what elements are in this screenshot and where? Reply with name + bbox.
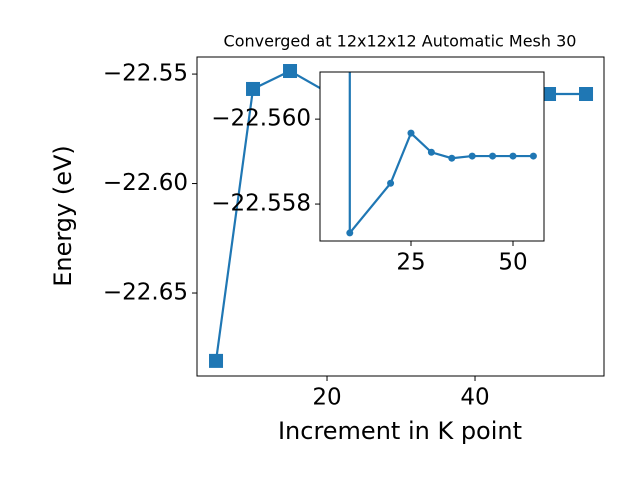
y-tick-label: −22.55 (103, 61, 188, 87)
series-line (348, 72, 534, 237)
marker (209, 353, 224, 368)
marker (246, 81, 261, 96)
axes-frame (319, 71, 545, 242)
marker (468, 152, 476, 160)
y-tick-label: −22.60 (103, 170, 188, 196)
x-tick-label: 25 (396, 250, 425, 276)
x-tick-label: 40 (460, 385, 489, 411)
marker (542, 87, 557, 102)
marker (407, 129, 415, 137)
marker (448, 154, 456, 162)
marker (427, 148, 435, 156)
x-tick-label: 20 (312, 385, 341, 411)
marker (579, 87, 594, 102)
marker (529, 152, 537, 160)
axes-frame (196, 56, 605, 377)
y-tick-label: −22.65 (103, 280, 188, 306)
marker (509, 152, 517, 160)
x-tick-label: 50 (498, 250, 527, 276)
y-axis-label: Energy (eV) (49, 145, 77, 287)
marker (489, 152, 497, 160)
marker (283, 64, 298, 79)
chart-title: Converged at 12x12x12 Automatic Mesh 30 (224, 32, 577, 51)
y-tick-label: −22.558 (211, 191, 311, 217)
marker (387, 179, 395, 187)
marker (346, 229, 354, 237)
y-tick-label: −22.560 (211, 106, 311, 132)
plot-clip (346, 72, 537, 237)
x-axis-label: Increment in K point (278, 417, 522, 445)
